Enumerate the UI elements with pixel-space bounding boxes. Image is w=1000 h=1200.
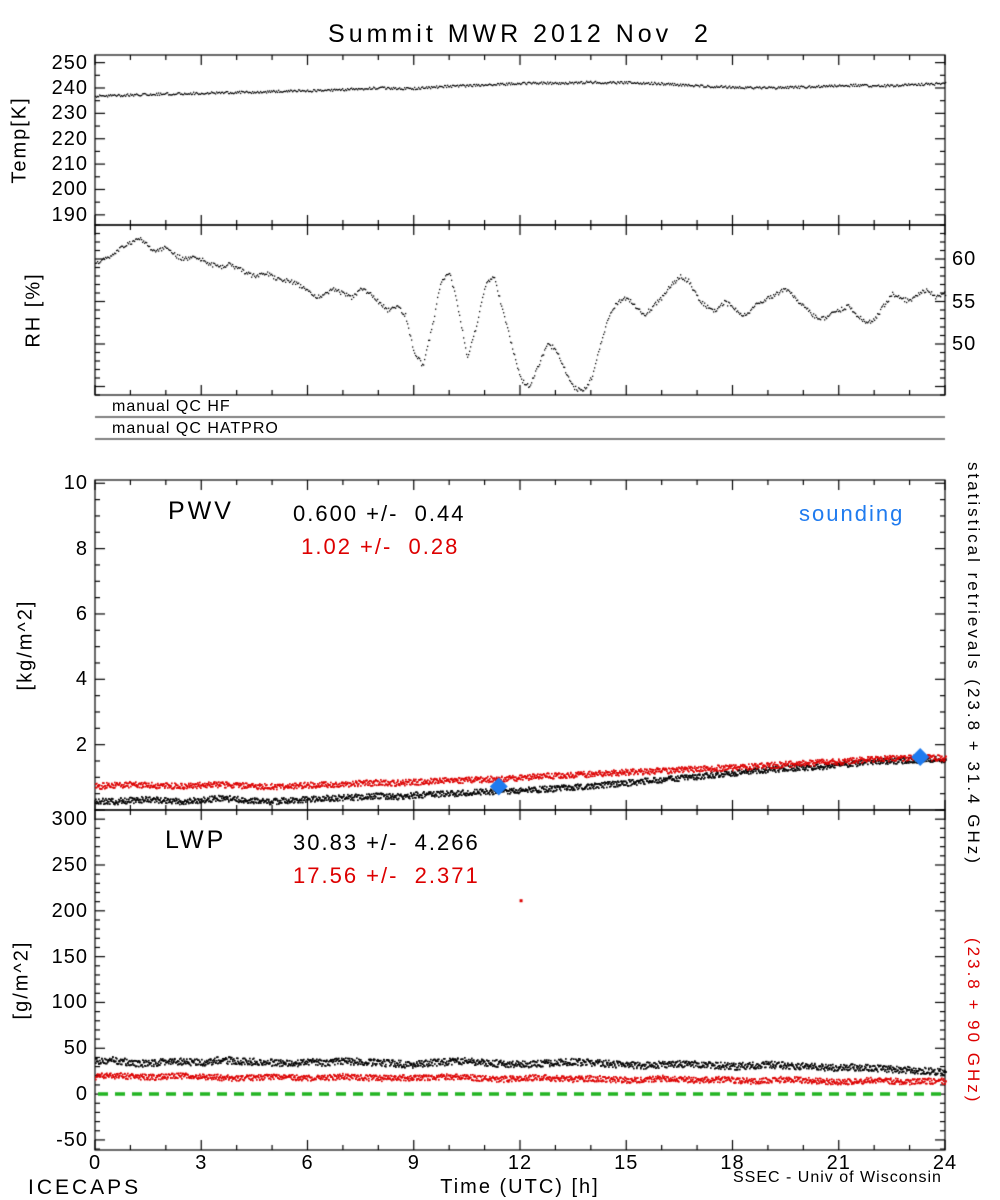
y-tick-label: 250 xyxy=(51,853,88,876)
x-tick-label: 21 xyxy=(826,1152,851,1174)
icecaps-label: ICECAPS xyxy=(28,1176,142,1199)
y-tick-label: 50 xyxy=(63,1037,88,1060)
lwp-panel-label: LWP xyxy=(165,826,227,854)
y-tick-label: 2 xyxy=(75,733,88,756)
rh-y-axis-label: RH [%] xyxy=(22,272,45,348)
pwv-panel-label: PWV xyxy=(168,497,234,525)
x-tick-label: 12 xyxy=(507,1152,533,1174)
y-tick-label: 8 xyxy=(75,537,88,560)
y-tick-label: 150 xyxy=(51,945,88,968)
y-tick-label: 6 xyxy=(75,602,88,625)
side-label-90ghz: (23.8 + 90 GHz) xyxy=(964,938,983,1105)
y-tick-label: 200 xyxy=(51,178,88,201)
x-tick-label: 0 xyxy=(88,1152,102,1174)
y-tick-label: -50 xyxy=(56,1128,88,1151)
x-axis-label: Time (UTC) [h] xyxy=(440,1176,600,1198)
qc-hf-label: manual QC HF xyxy=(112,398,231,415)
y-tick-label: 4 xyxy=(75,668,88,691)
y-tick-label: 60 xyxy=(952,248,977,270)
y-tick-label: 220 xyxy=(51,127,88,150)
y-tick-label: 210 xyxy=(51,153,88,176)
y-tick-label: 300 xyxy=(51,808,88,831)
x-tick-label: 15 xyxy=(614,1152,639,1174)
pwv-y-axis-label: [kg/m^2] xyxy=(14,599,37,691)
side-label-statistical-retrievals: statistical retrievals (23.8 + 31.4 GHz) xyxy=(964,462,983,866)
y-tick-label: 230 xyxy=(51,102,88,125)
y-tick-label: 55 xyxy=(952,290,977,313)
pwv-stats-red: 1.02 +/- 0.28 xyxy=(293,534,460,559)
y-tick-label: 0 xyxy=(75,1083,88,1106)
y-tick-label: 10 xyxy=(63,472,88,495)
y-tick-label: 240 xyxy=(51,76,88,99)
lwp-stats-black: 30.83 +/- 4.266 xyxy=(293,830,480,855)
temp-y-axis-label: Temp[K] xyxy=(8,96,31,184)
y-tick-label: 190 xyxy=(51,203,88,226)
x-tick-label: 18 xyxy=(720,1152,745,1174)
pwv-stats-black: 0.600 +/- 0.44 xyxy=(293,501,466,526)
lwp-stats-red: 17.56 +/- 2.371 xyxy=(293,863,480,888)
lwp-y-axis-label: [g/m^2] xyxy=(10,940,33,1020)
sounding-legend-label: sounding xyxy=(799,501,905,526)
y-tick-label: 250 xyxy=(51,51,88,74)
chart-title: Summit MWR 2012 Nov 2 xyxy=(328,20,712,48)
y-tick-label: 50 xyxy=(952,333,977,355)
y-tick-label: 200 xyxy=(51,899,88,922)
x-tick-label: 6 xyxy=(301,1152,314,1174)
qc-hatpro-label: manual QC HATPRO xyxy=(112,420,279,437)
credit-label: SSEC - Univ of Wisconsin xyxy=(733,1169,942,1186)
x-tick-label: 3 xyxy=(195,1152,208,1174)
y-tick-label: 100 xyxy=(51,991,88,1014)
x-tick-label: 24 xyxy=(932,1152,958,1174)
x-tick-label: 9 xyxy=(407,1152,420,1174)
